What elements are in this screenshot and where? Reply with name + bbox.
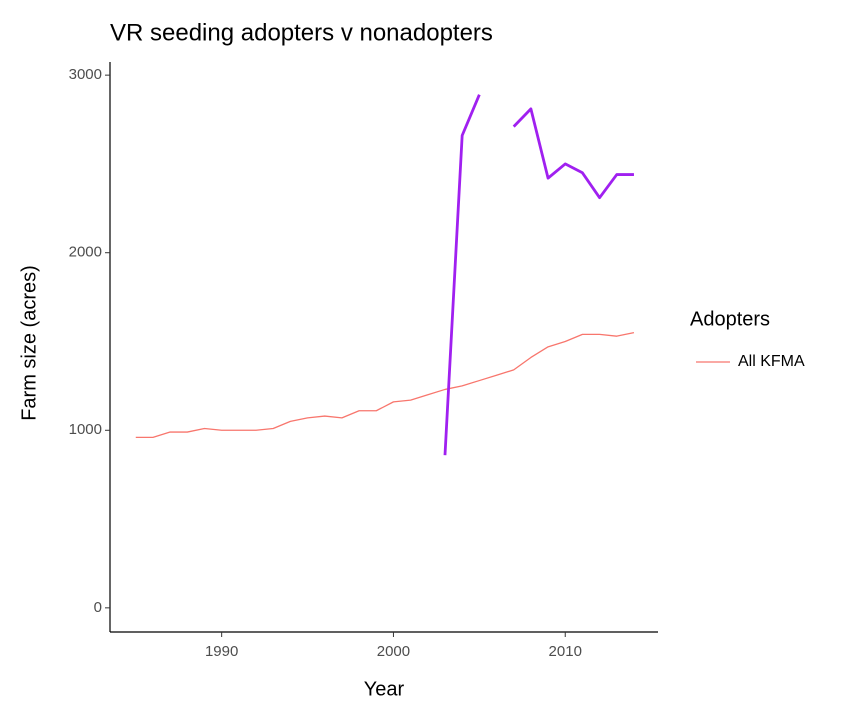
series-line — [443, 94, 634, 456]
legend-label: All KFMA — [738, 353, 805, 370]
y-tick-label: 1000 — [69, 421, 102, 438]
y-tick-label: 2000 — [69, 244, 102, 261]
x-axis-title: Year — [364, 678, 405, 700]
x-tick-label: 2010 — [549, 643, 582, 660]
y-tick-label: 3000 — [69, 66, 102, 83]
series-line — [135, 331, 635, 439]
legend-title: Adopters — [690, 308, 770, 330]
y-axis-title: Farm size (acres) — [18, 265, 40, 421]
y-tick-label: 0 — [94, 599, 102, 616]
chart-title: VR seeding adopters v nonadopters — [110, 19, 493, 46]
x-tick-label: 1990 — [205, 643, 238, 660]
x-tick-label: 2000 — [377, 643, 410, 660]
